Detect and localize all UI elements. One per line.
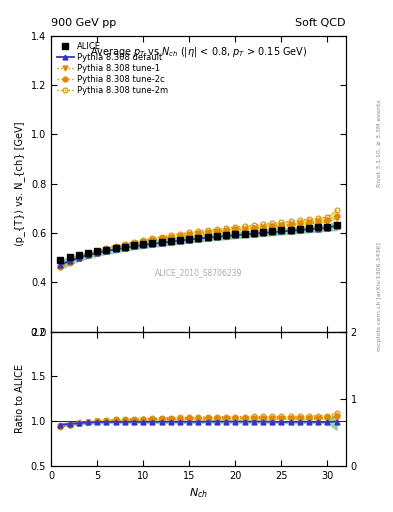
Text: ALICE_2010_S8706239: ALICE_2010_S8706239: [155, 268, 242, 277]
Text: 900 GeV pp: 900 GeV pp: [51, 18, 116, 28]
Legend: ALICE, Pythia 8.308 default, Pythia 8.308 tune-1, Pythia 8.308 tune-2c, Pythia 8: ALICE, Pythia 8.308 default, Pythia 8.30…: [55, 40, 170, 97]
Text: Soft QCD: Soft QCD: [296, 18, 346, 28]
Y-axis label: Ratio to ALICE: Ratio to ALICE: [15, 364, 25, 433]
Y-axis label: ⟨p_{T}⟩ vs. N_{ch} [GeV]: ⟨p_{T}⟩ vs. N_{ch} [GeV]: [15, 121, 25, 246]
Text: mcplots.cern.ch [arXiv:1306.3436]: mcplots.cern.ch [arXiv:1306.3436]: [377, 243, 382, 351]
Text: Average $p_T$ vs $N_{ch}$ ($|\eta|$ < 0.8, $p_T$ > 0.15 GeV): Average $p_T$ vs $N_{ch}$ ($|\eta|$ < 0.…: [90, 45, 307, 59]
Text: Rivet 3.1.10, ≥ 3.3M events: Rivet 3.1.10, ≥ 3.3M events: [377, 99, 382, 187]
X-axis label: $N_{ch}$: $N_{ch}$: [189, 486, 208, 500]
